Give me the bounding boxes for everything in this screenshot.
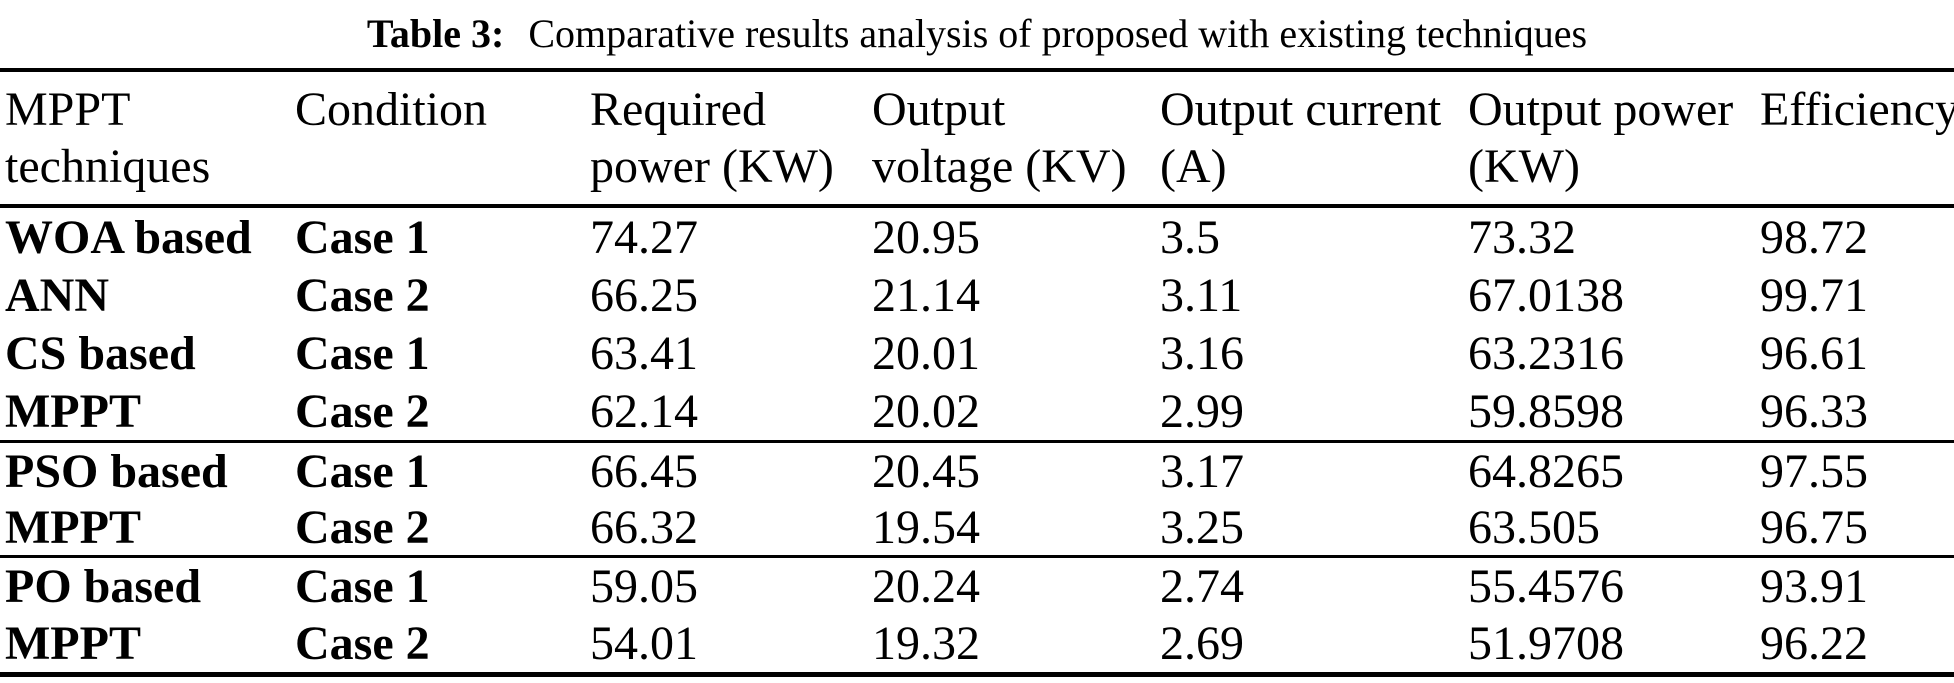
required-power-cell: 66.25: [590, 268, 698, 322]
output-power-cell: 63.505: [1468, 500, 1600, 554]
table-caption-text: Comparative results analysis of proposed…: [528, 11, 1588, 56]
efficiency-cell: 96.61: [1760, 326, 1868, 380]
output-power-cell: 63.2316: [1468, 326, 1624, 380]
output-voltage-cell: 19.54: [872, 500, 980, 554]
table-row: MPPT Case 2 62.14 20.02 2.99 59.8598 96.33: [0, 382, 1954, 442]
condition-cell: Case 2: [295, 617, 430, 670]
table-caption: Table 3: Comparative results analysis of …: [0, 10, 1954, 58]
output-power-cell: 64.8265: [1468, 444, 1624, 498]
output-current-cell: 2.99: [1160, 384, 1244, 438]
output-current-cell: 2.69: [1160, 617, 1244, 670]
technique-cell: PSO based: [5, 444, 228, 498]
required-power-cell: 54.01: [590, 617, 698, 670]
technique-cell: PO based: [5, 560, 202, 613]
table-header: MPPT techniques Condition Required power…: [0, 70, 1954, 206]
output-power-cell: 51.9708: [1468, 617, 1624, 670]
output-voltage-cell: 20.02: [872, 384, 980, 438]
efficiency-cell: 98.72: [1760, 210, 1868, 264]
col-header-output-voltage: Output voltage (KV): [872, 83, 1127, 193]
col-header-condition: Condition: [295, 83, 488, 136]
technique-cell: WOA based: [5, 210, 252, 264]
output-current-cell: 3.17: [1160, 444, 1244, 498]
table-row: WOA based Case 1 74.27 20.95 3.5 73.32 98.72: [0, 206, 1954, 266]
required-power-cell: 66.32: [590, 500, 698, 554]
technique-cell: MPPT: [5, 500, 141, 554]
efficiency-cell: 97.55: [1760, 444, 1868, 498]
output-current-cell: 3.5: [1160, 210, 1220, 264]
condition-cell: Case 1: [295, 210, 430, 264]
output-voltage-cell: 19.32: [872, 617, 980, 670]
col-header-output-power: Output power (KW): [1468, 83, 1734, 193]
efficiency-cell: 99.71: [1760, 268, 1868, 322]
table-row: PO based Case 1 59.05 20.24 2.74 55.4576 93.91: [0, 557, 1954, 616]
table-group-pso: PSO based Case 1 66.45 20.45 3.17 64.8265 97.5…: [0, 442, 1954, 557]
output-power-cell: 67.0138: [1468, 268, 1624, 322]
output-current-cell: 3.11: [1160, 268, 1243, 322]
table-row: PSO based Case 1 66.45 20.45 3.17 64.8265 97.5…: [0, 442, 1954, 500]
col-header-mppt-techniques: MPPT techniques: [5, 83, 211, 193]
required-power-cell: 59.05: [590, 560, 698, 613]
efficiency-cell: 96.33: [1760, 384, 1868, 438]
efficiency-cell: 96.22: [1760, 617, 1868, 670]
table-group-po: PO based Case 1 59.05 20.24 2.74 55.4576 93.91…: [0, 557, 1954, 675]
output-power-cell: 59.8598: [1468, 384, 1624, 438]
condition-cell: Case 2: [295, 500, 430, 554]
efficiency-cell: 96.75: [1760, 500, 1868, 554]
output-voltage-cell: 20.45: [872, 444, 980, 498]
table-row: ANN Case 2 66.25 21.14 3.11 67.0138 99.71: [0, 266, 1954, 324]
output-voltage-cell: 20.95: [872, 210, 980, 264]
efficiency-cell: 93.91: [1760, 560, 1868, 613]
output-current-cell: 3.25: [1160, 500, 1244, 554]
technique-cell: MPPT: [5, 617, 141, 670]
table-caption-label: Table 3:: [366, 11, 505, 56]
output-current-cell: 3.16: [1160, 326, 1244, 380]
technique-cell: CS based: [5, 326, 196, 380]
output-power-cell: 55.4576: [1468, 560, 1624, 613]
output-voltage-cell: 21.14: [872, 268, 980, 322]
condition-cell: Case 1: [295, 444, 430, 498]
condition-cell: Case 2: [295, 268, 430, 322]
condition-cell: Case 1: [295, 326, 430, 380]
header-row: MPPT techniques Condition Required power…: [0, 70, 1954, 206]
table-group-woa-cs: WOA based Case 1 74.27 20.95 3.5 73.32 98.72 AN…: [0, 206, 1954, 442]
comparative-results-table: MPPT techniques Condition Required power…: [0, 68, 1954, 677]
col-header-efficiency: Efficiency: [1760, 83, 1954, 136]
output-current-cell: 2.74: [1160, 560, 1244, 613]
required-power-cell: 62.14: [590, 384, 698, 438]
condition-cell: Case 2: [295, 384, 430, 438]
condition-cell: Case 1: [295, 560, 430, 613]
col-header-output-current: Output current (A): [1160, 83, 1442, 193]
table-row: MPPT Case 2 66.32 19.54 3.25 63.505 96.75: [0, 499, 1954, 557]
col-header-required-power: Required power (KW): [590, 83, 834, 193]
required-power-cell: 74.27: [590, 210, 698, 264]
technique-cell: MPPT: [5, 384, 141, 438]
output-power-cell: 73.32: [1468, 210, 1576, 264]
output-voltage-cell: 20.24: [872, 560, 980, 613]
required-power-cell: 63.41: [590, 326, 698, 380]
required-power-cell: 66.45: [590, 444, 698, 498]
output-voltage-cell: 20.01: [872, 326, 980, 380]
table-row: CS based Case 1 63.41 20.01 3.16 63.2316 96.61: [0, 324, 1954, 382]
table-row: MPPT Case 2 54.01 19.32 2.69 51.9708 96.22: [0, 615, 1954, 675]
technique-cell: ANN: [5, 268, 109, 322]
